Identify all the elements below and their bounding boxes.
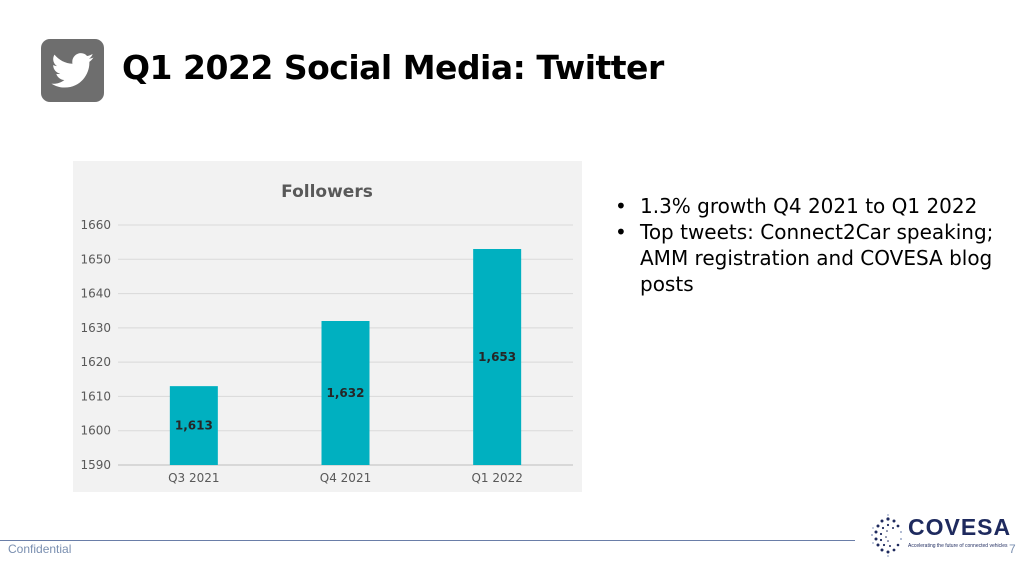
data-label: 1,653 <box>478 350 516 364</box>
page-number: 7 <box>1009 542 1016 556</box>
confidential-label: Confidential <box>8 542 72 556</box>
followers-chart-svg: Followers 1590 1600 1610 1620 1630 1640 1650 16… <box>80 182 573 485</box>
y-tick-label: 1640 <box>80 287 111 301</box>
twitter-bird-icon <box>50 52 94 88</box>
y-tick-label: 1660 <box>80 218 111 232</box>
chart-title: Followers <box>281 182 373 202</box>
bullet-list: 1.3% growth Q4 2021 to Q1 2022 Top tweet… <box>615 193 1005 297</box>
y-tick-label: 1590 <box>80 458 111 472</box>
covesa-logo-name: COVESA <box>908 514 1012 540</box>
followers-chart: Followers 1590 1600 1610 1620 1630 1640 1650 16… <box>73 161 582 492</box>
bar <box>169 386 218 465</box>
bullet-growth: 1.3% growth Q4 2021 to Q1 2022 <box>615 193 1005 219</box>
y-tick-label: 1630 <box>80 321 111 335</box>
y-tick-label: 1650 <box>80 252 111 266</box>
x-tick-label: Q3 2021 <box>168 471 219 485</box>
y-tick-label: 1600 <box>80 424 111 438</box>
covesa-dots-icon <box>871 514 902 557</box>
data-label: 1,613 <box>175 419 213 433</box>
slide-title: Q1 2022 Social Media: Twitter <box>122 48 664 87</box>
bar <box>321 321 370 465</box>
x-tick-label: Q4 2021 <box>320 471 371 485</box>
x-tick-label: Q1 2022 <box>471 471 522 485</box>
y-tick-label: 1620 <box>80 355 111 369</box>
y-tick-label: 1610 <box>80 389 111 403</box>
covesa-logo-tagline: Accelerating the future of connected veh… <box>908 543 1008 549</box>
footer-divider <box>0 540 855 541</box>
data-label: 1,632 <box>327 386 365 400</box>
covesa-logo: COVESA Accelerating the future of connec… <box>870 513 1010 558</box>
bar <box>473 249 522 465</box>
bullet-top-tweets: Top tweets: Connect2Car speaking; AMM re… <box>615 219 1005 297</box>
twitter-logo-icon <box>41 39 104 102</box>
